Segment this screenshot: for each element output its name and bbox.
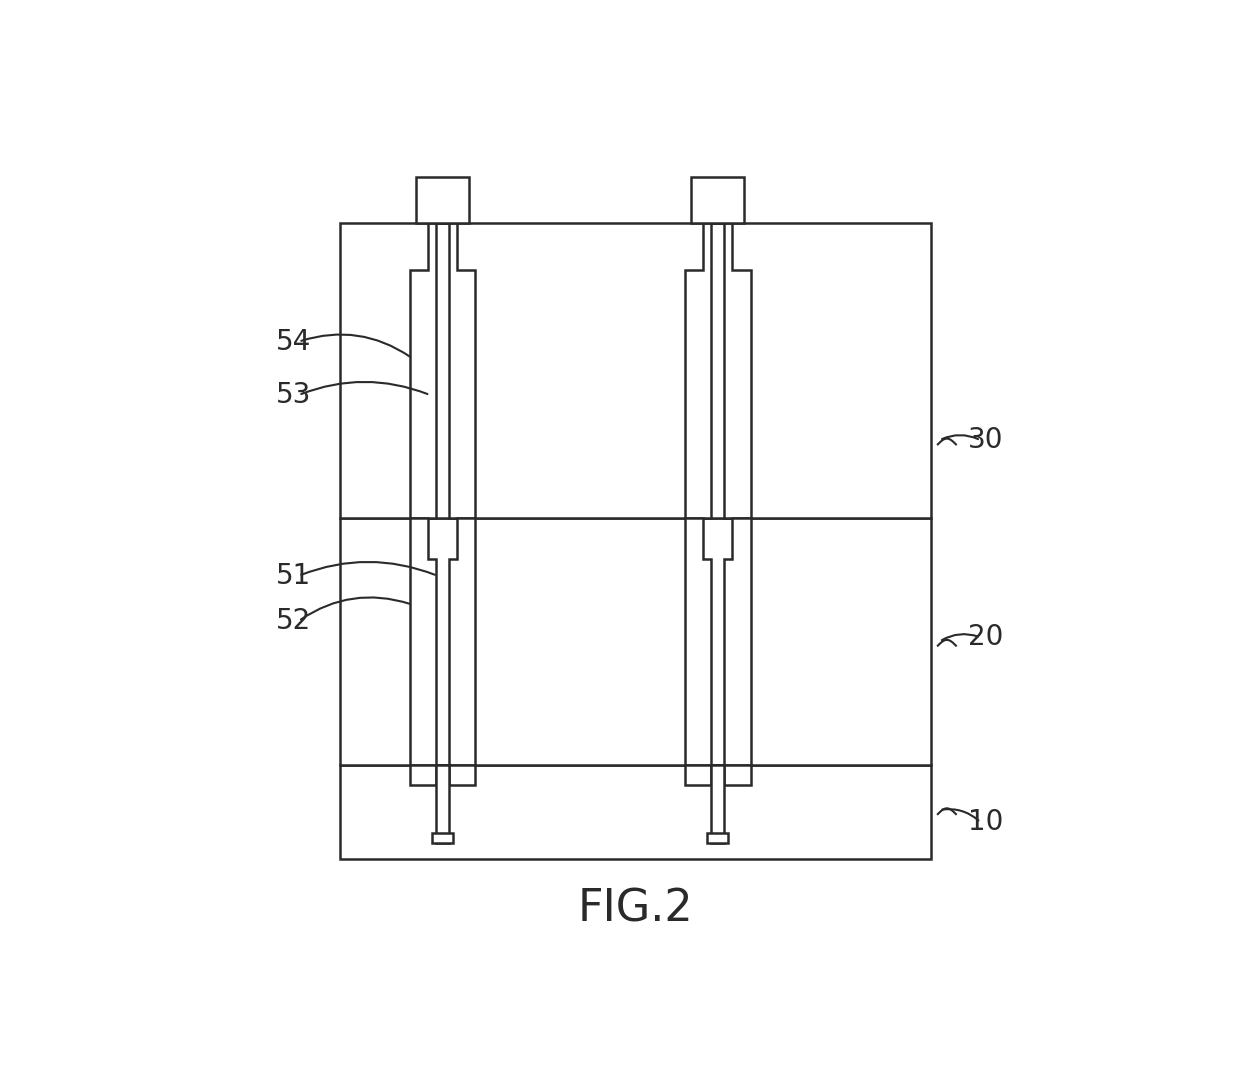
Bar [711, 765, 724, 843]
Polygon shape [409, 519, 475, 765]
Polygon shape [449, 765, 475, 785]
Text: 54: 54 [275, 328, 311, 355]
Text: 51: 51 [275, 562, 311, 590]
Bar [415, 177, 469, 223]
Text: 10: 10 [968, 809, 1003, 837]
Bar [691, 177, 744, 223]
Text: FIG.2: FIG.2 [578, 887, 693, 930]
Polygon shape [724, 765, 750, 785]
Bar [435, 765, 449, 843]
Text: 20: 20 [968, 623, 1003, 652]
Polygon shape [684, 765, 711, 785]
Bar [707, 833, 728, 843]
Text: 52: 52 [275, 607, 311, 635]
Bar [340, 519, 931, 765]
Polygon shape [684, 519, 750, 765]
Bar [340, 765, 931, 859]
Polygon shape [409, 223, 475, 519]
Text: 53: 53 [275, 381, 311, 409]
Bar [432, 833, 453, 843]
Bar [340, 223, 931, 519]
Polygon shape [684, 223, 750, 519]
Text: 30: 30 [968, 426, 1003, 455]
Polygon shape [409, 765, 435, 785]
